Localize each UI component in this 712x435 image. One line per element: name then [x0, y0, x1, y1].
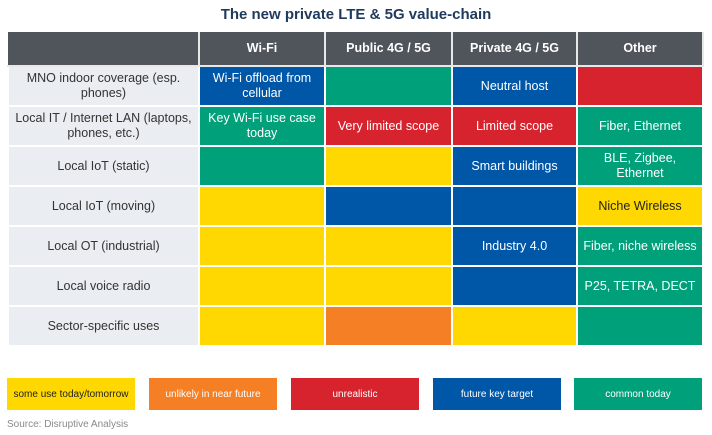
table-row: Local IoT (static) Smart buildings BLE, Zi… — [7, 145, 704, 187]
row-label: Local IoT (static) — [7, 145, 200, 187]
cell-wifi: Wi-Fi offload from cellular — [198, 65, 326, 107]
table-row: Local voice radio P25, TETRA, DECT — [7, 265, 704, 307]
cell-public-4g-5g: Very limited scope — [324, 105, 453, 147]
row-label: MNO indoor coverage (esp. phones) — [7, 65, 200, 107]
column-header-wifi: Wi-Fi — [198, 32, 326, 67]
legend-key-future-key-target: future key target — [433, 378, 561, 410]
cell-other — [576, 305, 704, 347]
cell-wifi — [198, 265, 326, 307]
cell-public-4g-5g — [324, 225, 453, 267]
cell-private-4g-5g — [451, 265, 578, 307]
table-row: MNO indoor coverage (esp. phones) Wi-Fi o… — [7, 65, 704, 107]
row-label: Local IT / Internet LAN (laptops, phones… — [7, 105, 200, 147]
cell-wifi — [198, 185, 326, 227]
cell-public-4g-5g — [324, 265, 453, 307]
column-header-public-4g-5g: Public 4G / 5G — [324, 32, 453, 67]
legend-key-common-today: common today — [574, 378, 702, 410]
cell-public-4g-5g — [324, 305, 453, 347]
cell-public-4g-5g — [324, 65, 453, 107]
table-row: Local IoT (moving) Niche Wireless — [7, 185, 704, 227]
cell-other: Fiber, niche wireless — [576, 225, 704, 267]
row-label: Local IoT (moving) — [7, 185, 200, 227]
legend-key-unrealistic: unrealistic — [291, 378, 419, 410]
cell-private-4g-5g — [451, 185, 578, 227]
cell-other: P25, TETRA, DECT — [576, 265, 704, 307]
cell-private-4g-5g: Industry 4.0 — [451, 225, 578, 267]
row-label: Local OT (industrial) — [7, 225, 200, 267]
cell-other: BLE, Zigbee, Ethernet — [576, 145, 704, 187]
cell-wifi: Key Wi-Fi use case today — [198, 105, 326, 147]
header-row: Wi-Fi Public 4G / 5G Private 4G / 5G Oth… — [8, 32, 704, 67]
value-chain-table: Wi-Fi Public 4G / 5G Private 4G / 5G Oth… — [7, 32, 704, 347]
table-row: Local IT / Internet LAN (laptops, phones… — [7, 105, 704, 147]
cell-public-4g-5g — [324, 185, 453, 227]
cell-wifi — [198, 225, 326, 267]
column-header-other: Other — [576, 32, 704, 67]
cell-public-4g-5g — [324, 145, 453, 187]
legend-key-some-use: some use today/tomorrow — [7, 378, 135, 410]
row-label: Local voice radio — [7, 265, 200, 307]
column-header-private-4g-5g: Private 4G / 5G — [451, 32, 578, 67]
table-row: Sector-specific uses — [7, 305, 704, 347]
chart-title: The new private LTE & 5G value-chain — [220, 6, 492, 23]
legend: some use today/tomorrow unlikely in near… — [7, 378, 702, 410]
table-row: Local OT (industrial) Industry 4.0 Fiber, … — [7, 225, 704, 267]
row-label: Sector-specific uses — [7, 305, 200, 347]
header-corner — [8, 32, 200, 67]
cell-other — [576, 65, 704, 107]
cell-private-4g-5g: Limited scope — [451, 105, 578, 147]
source-note: Source: Disruptive Analysis — [7, 419, 129, 430]
cell-private-4g-5g — [451, 305, 578, 347]
cell-private-4g-5g: Neutral host — [451, 65, 578, 107]
legend-key-unlikely: unlikely in near future — [149, 378, 277, 410]
cell-other: Fiber, Ethernet — [576, 105, 704, 147]
cell-other: Niche Wireless — [576, 185, 704, 227]
cell-wifi — [198, 305, 326, 347]
cell-wifi — [198, 145, 326, 187]
cell-private-4g-5g: Smart buildings — [451, 145, 578, 187]
